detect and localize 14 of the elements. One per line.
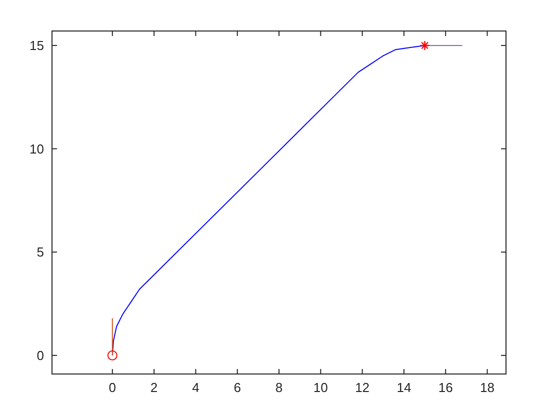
x-tick-label: 8 (275, 380, 283, 395)
y-tick-label: 15 (30, 38, 44, 54)
x-tick-label: 18 (480, 380, 494, 395)
x-tick-label: 12 (355, 380, 370, 395)
y-tick-label: 10 (30, 141, 44, 156)
x-tick-label: 2 (150, 380, 158, 395)
y-tick-label: 0 (36, 348, 44, 363)
x-tick-label: 4 (192, 380, 200, 395)
x-tick-label: 16 (438, 380, 453, 395)
x-tick-label: 0 (108, 380, 116, 395)
x-tick-label: 14 (396, 380, 412, 395)
x-tick-label: 6 (234, 380, 241, 395)
x-tick-label: 10 (313, 380, 328, 395)
y-tick-label: 5 (36, 244, 44, 260)
